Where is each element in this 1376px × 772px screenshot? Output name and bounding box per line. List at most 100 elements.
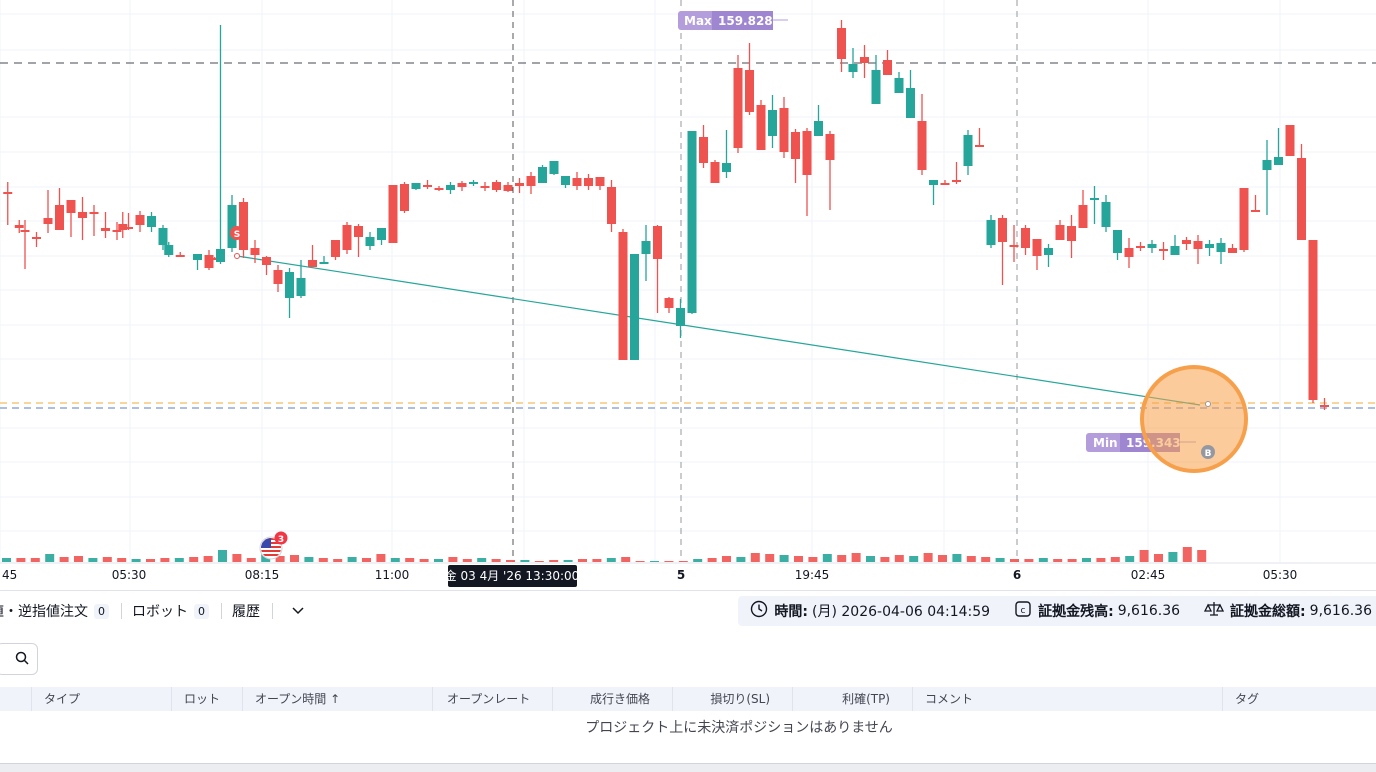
candle[interactable] [1308, 240, 1318, 403]
candle[interactable] [595, 177, 605, 190]
candle[interactable] [3, 182, 13, 225]
candle[interactable] [779, 97, 789, 158]
candle[interactable] [175, 252, 185, 257]
candle[interactable] [1067, 215, 1076, 258]
candle[interactable] [975, 128, 984, 147]
candle[interactable] [1032, 239, 1042, 270]
candle[interactable] [204, 250, 214, 270]
candle[interactable] [147, 212, 156, 232]
price-chart[interactable]: Max 159.828 Min 159.343 S B [0, 0, 1376, 590]
tab-orders[interactable]: 値・逆指値注文 0 [0, 591, 121, 631]
candle[interactable] [78, 197, 87, 240]
candle[interactable] [239, 198, 248, 258]
candle[interactable] [342, 222, 352, 254]
candle[interactable] [641, 225, 651, 281]
candle[interactable] [273, 265, 283, 292]
search-input[interactable] [0, 643, 38, 675]
candle[interactable] [20, 220, 30, 269]
candle[interactable] [906, 70, 915, 118]
candle[interactable] [285, 268, 294, 318]
candle[interactable] [653, 225, 662, 313]
candle[interactable] [331, 240, 340, 260]
candle[interactable] [377, 228, 386, 245]
candle[interactable] [1239, 188, 1249, 252]
candle[interactable] [89, 205, 99, 236]
candle[interactable] [1262, 140, 1272, 215]
candle[interactable] [561, 176, 570, 188]
candle[interactable] [354, 224, 363, 257]
candle[interactable] [986, 215, 996, 248]
candle[interactable] [32, 232, 41, 247]
candle[interactable] [1182, 237, 1191, 250]
candle[interactable] [963, 130, 973, 175]
candle[interactable] [101, 212, 110, 238]
candle[interactable] [515, 178, 524, 193]
us-flag-icon[interactable]: 3 [259, 531, 288, 560]
buy-badge[interactable]: B [1201, 401, 1215, 460]
candle[interactable] [676, 299, 685, 338]
candle[interactable] [860, 45, 869, 78]
candle[interactable] [400, 182, 409, 213]
candle[interactable] [940, 180, 950, 185]
candle[interactable] [135, 211, 145, 232]
candle[interactable] [1101, 195, 1111, 232]
candle[interactable] [699, 125, 708, 168]
candle[interactable] [319, 256, 329, 264]
candle[interactable] [1205, 240, 1214, 256]
column-header-lot[interactable]: ロット [172, 687, 243, 711]
chevron-down-icon[interactable] [283, 591, 313, 631]
candle[interactable] [1124, 238, 1134, 268]
candle[interactable] [756, 100, 766, 150]
candle[interactable] [1078, 190, 1088, 228]
candle[interactable] [710, 160, 720, 183]
candle[interactable] [733, 55, 743, 153]
column-header-comment[interactable]: コメント [913, 687, 1223, 711]
candle[interactable] [871, 55, 881, 104]
candle[interactable] [1044, 244, 1053, 267]
candle[interactable] [492, 180, 501, 192]
candle[interactable] [1009, 225, 1019, 262]
candle[interactable] [250, 240, 260, 263]
candle[interactable] [894, 72, 904, 93]
candle[interactable] [411, 183, 421, 190]
tab-history[interactable]: 履歴 [232, 591, 272, 631]
candle[interactable] [124, 213, 133, 230]
candle[interactable] [1297, 144, 1306, 240]
candle[interactable] [584, 174, 593, 190]
candle[interactable] [917, 94, 927, 175]
candle[interactable] [118, 212, 128, 238]
candle[interactable] [55, 188, 64, 230]
candle[interactable] [998, 215, 1007, 285]
candle[interactable] [164, 242, 174, 257]
candle[interactable] [837, 20, 846, 72]
candle[interactable] [365, 232, 375, 250]
candle[interactable] [1159, 242, 1168, 260]
candle[interactable] [1251, 195, 1260, 212]
time-axis[interactable]: 45 05:30 08:15 11:00 5 19:45 6 02:45 05:30 [2, 568, 1297, 582]
candle[interactable] [1285, 125, 1295, 156]
candle[interactable] [43, 190, 53, 233]
sell-badge[interactable]: S [230, 226, 244, 259]
candle[interactable] [14, 220, 24, 233]
candle[interactable] [503, 182, 513, 192]
candle[interactable] [1216, 238, 1226, 264]
column-header-open-time[interactable]: オープン時間 ↑ [243, 687, 433, 711]
candle[interactable] [1136, 242, 1145, 251]
candle[interactable] [210, 257, 220, 260]
chart-canvas[interactable]: Max 159.828 Min 159.343 S B [0, 0, 1376, 590]
candle[interactable] [607, 180, 616, 232]
candle[interactable] [664, 297, 674, 313]
candle[interactable] [434, 186, 444, 191]
candle[interactable] [457, 181, 467, 191]
candle[interactable] [814, 105, 823, 136]
candle[interactable] [745, 43, 754, 115]
candle[interactable] [469, 180, 478, 186]
candle[interactable] [1320, 398, 1329, 410]
candle[interactable] [572, 172, 582, 190]
column-header-open-rate[interactable]: オープンレート [433, 687, 553, 711]
tab-robots[interactable]: ロボット 0 [132, 591, 221, 631]
candle[interactable] [423, 180, 432, 189]
column-header-type[interactable]: タイプ [32, 687, 172, 711]
column-header-stop-loss[interactable]: 損切り(SL) [673, 687, 793, 711]
column-header-take-profit[interactable]: 利確(TP) [793, 687, 913, 711]
